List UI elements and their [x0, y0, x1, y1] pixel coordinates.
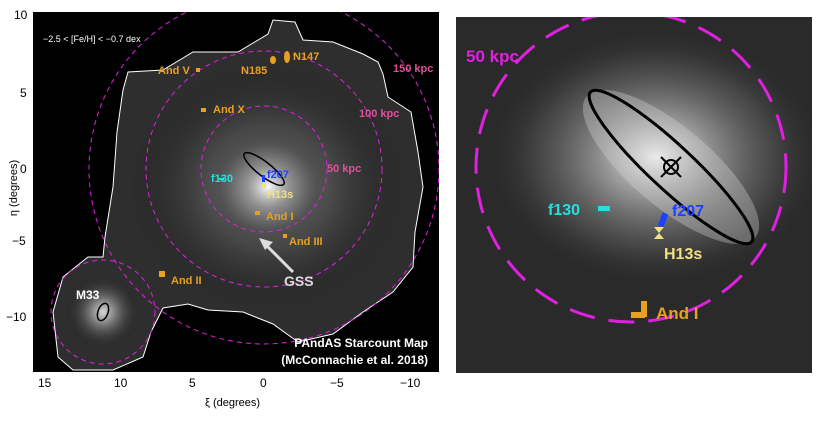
and-x-marker: [201, 108, 206, 112]
metallicity-label: −2.5 < [Fe/H] < −0.7 dex: [43, 34, 141, 44]
y-tick: 5: [20, 86, 27, 100]
label-150kpc: 150 kpc: [393, 63, 433, 75]
pandas-starcount-map: −2.5 < [Fe/H] < −0.7 dex And V N185 N147…: [33, 0, 440, 372]
f130-label: f130: [211, 173, 233, 185]
zoomed-m31-map: 50 kpc f130 f207 H13s And I: [456, 10, 826, 373]
and-iii-label: And III: [289, 236, 323, 248]
f207-marker: [262, 175, 265, 182]
n185-marker: [270, 56, 276, 64]
and-i-marker: [255, 211, 260, 215]
gss-arrowhead: [259, 238, 273, 250]
x-tick: 15: [38, 376, 52, 390]
x-tick: 5: [189, 376, 196, 390]
right-map-svg: 50 kpc f130 f207 H13s And I: [466, 10, 826, 324]
f207-label: f207: [267, 169, 289, 181]
m31-center-cross: [660, 156, 682, 178]
and-i-marker-zoom: [631, 312, 645, 318]
f130-marker: [219, 178, 224, 180]
x-tick: −10: [400, 376, 421, 390]
and-v-marker: [196, 68, 200, 72]
and-ii-label: And II: [171, 275, 202, 287]
label-50kpc-zoom: 50 kpc: [466, 47, 519, 66]
gss-label: GSS: [284, 273, 314, 289]
y-tick: 0: [20, 162, 27, 176]
x-tick: 10: [114, 376, 128, 390]
y-tick: −10: [6, 310, 27, 324]
and-v-label: And V: [158, 65, 190, 77]
and-i-label-zoom: And I: [656, 304, 699, 323]
x-tick: 0: [260, 376, 267, 390]
f130-label-zoom: f130: [548, 202, 580, 219]
h13s-label-zoom: H13s: [664, 246, 702, 263]
label-50kpc: 50 kpc: [327, 163, 361, 175]
m33-label: M33: [76, 288, 100, 302]
f207-marker-zoom: [657, 212, 669, 228]
circle-50kpc: [200, 105, 328, 233]
h13s-marker: [262, 184, 266, 188]
gss-arrow: [263, 242, 295, 274]
left-map-svg: −2.5 < [Fe/H] < −0.7 dex And V N185 N147…: [43, 0, 440, 371]
h13s-marker-zoom: [654, 227, 664, 239]
x-tick: −5: [330, 376, 344, 390]
and-x-label: And X: [213, 104, 245, 116]
label-100kpc: 100 kpc: [359, 108, 399, 120]
f207-label-zoom: f207: [672, 203, 704, 220]
n185-label: N185: [241, 65, 267, 77]
and-i-label: And I: [266, 211, 294, 223]
y-axis-label: η (degrees): [8, 159, 21, 217]
and-ii-marker: [159, 271, 165, 277]
x-axis-label: ξ (degrees): [205, 397, 261, 409]
y-tick: 10: [14, 8, 28, 22]
m31-disk-ellipse-zoom: [587, 88, 755, 246]
credit-line-2: (McConnachie et al. 2018): [281, 353, 428, 367]
m33-disk-ellipse: [96, 302, 110, 322]
y-tick: −5: [12, 234, 26, 248]
and-iii-marker: [283, 234, 287, 238]
n147-marker: [284, 51, 290, 63]
credit-line-1: PAndAS Starcount Map: [294, 336, 428, 350]
circle-m33: [50, 259, 156, 365]
f130-marker-zoom: [598, 206, 610, 211]
circle-100kpc: [145, 50, 383, 288]
n147-label: N147: [293, 51, 319, 63]
m31-disk-ellipse: [243, 151, 285, 187]
and-i-marker-zoom-b: [641, 301, 647, 317]
h13s-label: H13s: [267, 189, 293, 201]
m31-center-marker: [663, 159, 679, 175]
